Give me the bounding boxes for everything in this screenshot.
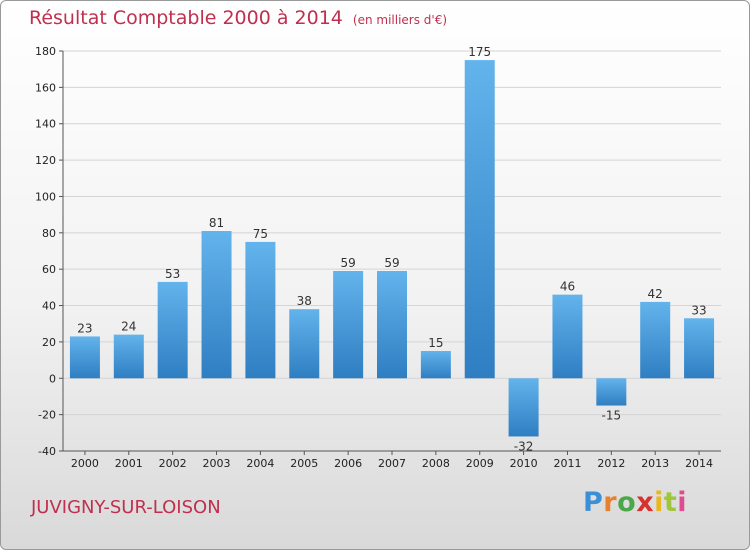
data-label: 46 — [560, 280, 575, 294]
data-label: 59 — [384, 256, 399, 270]
y-tick-label: 180 — [35, 45, 56, 58]
logo-letter: x — [636, 487, 655, 518]
proxiti-logo[interactable]: Proxiti — [583, 487, 687, 518]
x-tick-label: 2002 — [159, 457, 187, 470]
data-label: 33 — [691, 303, 706, 317]
bar — [552, 294, 583, 379]
data-label: 24 — [121, 320, 136, 334]
y-tick-label: 0 — [49, 372, 56, 385]
y-tick-label: 20 — [42, 336, 56, 349]
bar — [333, 271, 364, 379]
bar — [157, 281, 188, 379]
data-label: 59 — [340, 256, 355, 270]
y-tick-label: 80 — [42, 227, 56, 240]
x-tick-label: 2003 — [203, 457, 231, 470]
data-label: 15 — [428, 336, 443, 350]
data-label: 53 — [165, 267, 180, 281]
data-label: 175 — [468, 45, 491, 59]
bar — [289, 309, 320, 379]
data-label: 75 — [253, 227, 268, 241]
logo-letter: r — [603, 487, 618, 518]
y-tick-label: 100 — [35, 190, 56, 203]
commune-name: JUVIGNY-SUR-LOISON — [31, 497, 221, 518]
x-tick-label: 2013 — [641, 457, 669, 470]
x-tick-label: 2005 — [290, 457, 318, 470]
data-label: -15 — [602, 409, 622, 423]
x-tick-label: 2001 — [115, 457, 143, 470]
x-tick-label: 2006 — [334, 457, 362, 470]
x-tick-label: 2008 — [422, 457, 450, 470]
bar — [69, 336, 100, 379]
bar — [377, 271, 407, 379]
logo-letter: i — [654, 487, 664, 518]
y-tick-label: 60 — [42, 263, 56, 276]
x-tick-label: 2012 — [597, 457, 625, 470]
data-label: 23 — [77, 321, 92, 335]
y-tick-label: -40 — [38, 445, 56, 458]
x-tick-label: 2000 — [71, 457, 99, 470]
bar — [640, 301, 671, 379]
y-tick-label: -20 — [38, 409, 56, 422]
bar — [245, 241, 276, 379]
x-tick-label: 2010 — [510, 457, 538, 470]
x-tick-label: 2011 — [553, 457, 581, 470]
logo-letter: t — [663, 487, 678, 518]
data-label: 38 — [297, 294, 312, 308]
chart-subtitle: (en milliers d'€) — [352, 13, 448, 27]
bar — [201, 231, 232, 379]
data-label: 42 — [648, 287, 663, 301]
y-tick-label: 140 — [35, 118, 56, 131]
logo-letter: i — [677, 487, 688, 518]
x-tick-label: 2004 — [246, 457, 274, 470]
x-tick-label: 2007 — [378, 457, 406, 470]
data-label: 81 — [209, 216, 224, 230]
x-tick-label: 2009 — [466, 457, 494, 470]
bar — [420, 351, 451, 379]
bar — [684, 318, 715, 379]
data-label: -32 — [514, 439, 534, 453]
chart-title: Résultat Comptable 2000 à 2014 (en millie… — [29, 7, 448, 29]
bar — [508, 378, 539, 437]
y-tick-label: 120 — [35, 154, 56, 167]
x-tick-label: 2014 — [685, 457, 713, 470]
bar — [464, 60, 495, 379]
y-tick-label: 160 — [35, 81, 56, 94]
y-tick-label: 40 — [42, 300, 56, 313]
logo-letter: P — [583, 487, 604, 518]
logo-letter: o — [617, 487, 637, 518]
bar — [113, 334, 144, 379]
bar — [596, 378, 627, 406]
